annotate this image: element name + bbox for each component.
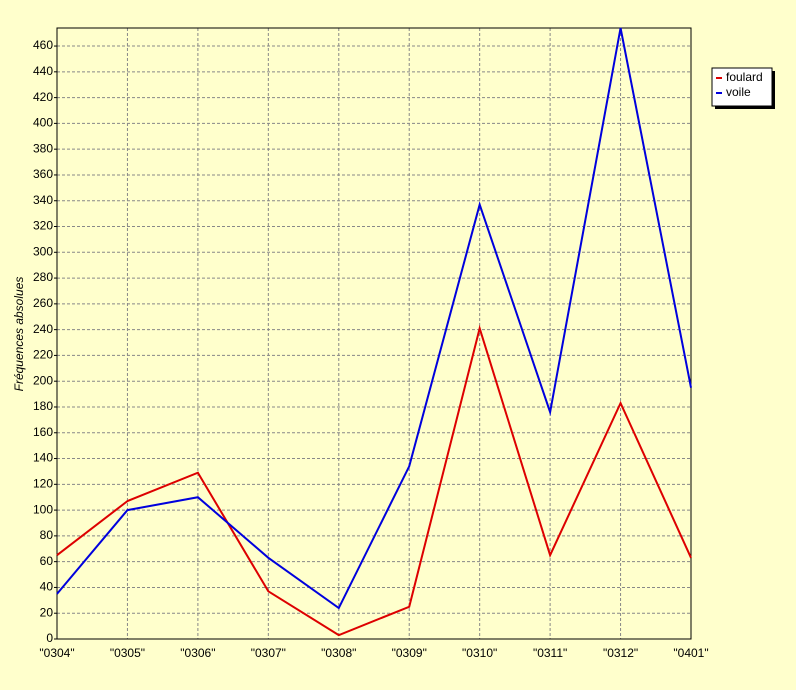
y-tick-label: 220 bbox=[33, 348, 53, 362]
y-tick-label: 140 bbox=[33, 451, 53, 465]
x-tick-label: "0401" bbox=[673, 646, 708, 660]
y-tick-label: 0 bbox=[46, 631, 53, 645]
y-tick-label: 120 bbox=[33, 476, 53, 490]
legend-label: voile bbox=[726, 85, 751, 99]
y-tick-label: 20 bbox=[40, 605, 54, 619]
line bbox=[56, 324, 692, 637]
y-tick-label: 300 bbox=[33, 244, 53, 258]
x-tick-label: "0308" bbox=[321, 646, 356, 660]
line bbox=[56, 27, 692, 610]
y-tick-label: 440 bbox=[33, 64, 53, 78]
y-tick-label: 180 bbox=[33, 399, 53, 413]
plot-frame bbox=[56, 27, 692, 640]
y-axis-label: Fréquences absolues bbox=[12, 277, 26, 392]
y-tick-label: 380 bbox=[33, 141, 53, 155]
y-tick-label: 240 bbox=[33, 322, 53, 336]
y-tick-label: 460 bbox=[33, 38, 53, 52]
x-tick-label: "0311" bbox=[533, 646, 567, 660]
y-tick-label: 360 bbox=[33, 167, 53, 181]
x-tick-label: "0312" bbox=[603, 646, 638, 660]
x-tick-label: "0306" bbox=[180, 646, 215, 660]
y-tick-label: 420 bbox=[33, 90, 53, 104]
y-tick-label: 40 bbox=[40, 580, 54, 594]
y-tick-label: 280 bbox=[33, 270, 53, 284]
y-tick-label: 340 bbox=[33, 193, 53, 207]
legend bbox=[711, 67, 773, 107]
legend-label: foulard bbox=[726, 70, 763, 84]
x-tick-label: "0305" bbox=[110, 646, 145, 660]
x-tick-label: "0307" bbox=[251, 646, 286, 660]
y-tick-label: 200 bbox=[33, 373, 53, 387]
y-tick-label: 100 bbox=[33, 502, 53, 516]
y-tick-label: 260 bbox=[33, 296, 53, 310]
y-tick-label: 80 bbox=[40, 528, 54, 542]
x-tick-label: "0309" bbox=[392, 646, 427, 660]
x-tick-label: "0310" bbox=[462, 646, 497, 660]
y-tick-label: 60 bbox=[40, 554, 54, 568]
x-tick-label: "0304" bbox=[39, 646, 74, 660]
y-tick-label: 400 bbox=[33, 116, 53, 130]
y-tick-label: 160 bbox=[33, 425, 53, 439]
y-tick-label: 320 bbox=[33, 219, 53, 233]
